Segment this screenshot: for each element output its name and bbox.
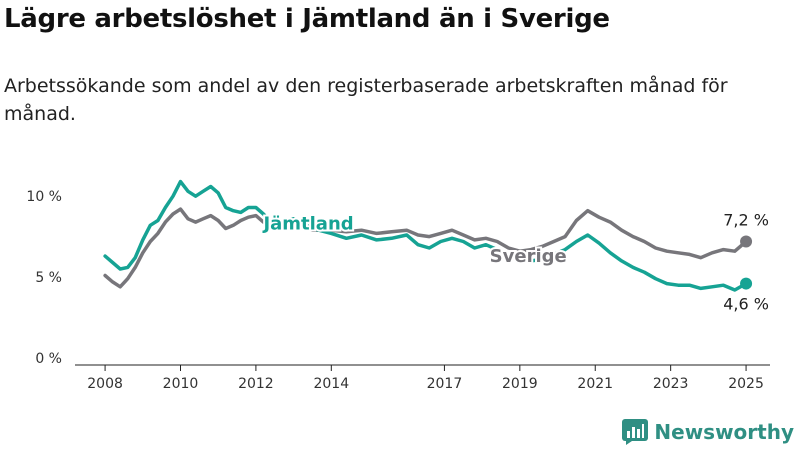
x-tick-label: 2010 — [163, 376, 199, 392]
newsworthy-logo: Newsworthy — [622, 419, 794, 445]
chart-title: Lägre arbetslöshet i Jämtland än i Sveri… — [4, 4, 610, 34]
x-tick-label: 2023 — [653, 376, 689, 392]
x-tick-label: 2017 — [427, 376, 463, 392]
brand-name: Newsworthy — [654, 420, 794, 444]
x-tick-label: 2008 — [87, 376, 123, 392]
x-tick-label: 2021 — [577, 376, 613, 392]
y-tick-label: 5 % — [35, 270, 62, 286]
series-label-jamtland: Jämtland — [261, 214, 353, 235]
y-tick-label: 10 % — [26, 189, 62, 205]
end-value-label-sverige: 7,2 % — [723, 210, 769, 229]
series-end-point-sverige — [740, 235, 753, 248]
chart-subtitle: Arbetssökande som andel av den registerb… — [4, 75, 728, 125]
x-tick-label: 2019 — [502, 376, 538, 392]
x-tick-label: 2012 — [238, 376, 274, 392]
x-tick-label: 2014 — [313, 376, 349, 392]
end-value-label-jamtland: 4,6 % — [723, 295, 769, 314]
series-line-sverige — [103, 207, 748, 289]
series-label-sverige: Sverige — [490, 246, 567, 267]
y-tick-label: 0 % — [35, 351, 62, 367]
series-line-jämtland — [103, 179, 748, 292]
x-tick-label: 2025 — [728, 376, 764, 392]
series-lines — [103, 179, 753, 292]
series-end-point-jämtland — [740, 277, 753, 290]
series-labels: Jämtland Sverige 7,2 % 4,6 % — [259, 210, 769, 314]
axes: 0 % 5 % 10 % 2008 2010 2012 2014 2017 2019 2021 20… — [26, 189, 770, 392]
newsworthy-chart-icon — [622, 419, 649, 445]
